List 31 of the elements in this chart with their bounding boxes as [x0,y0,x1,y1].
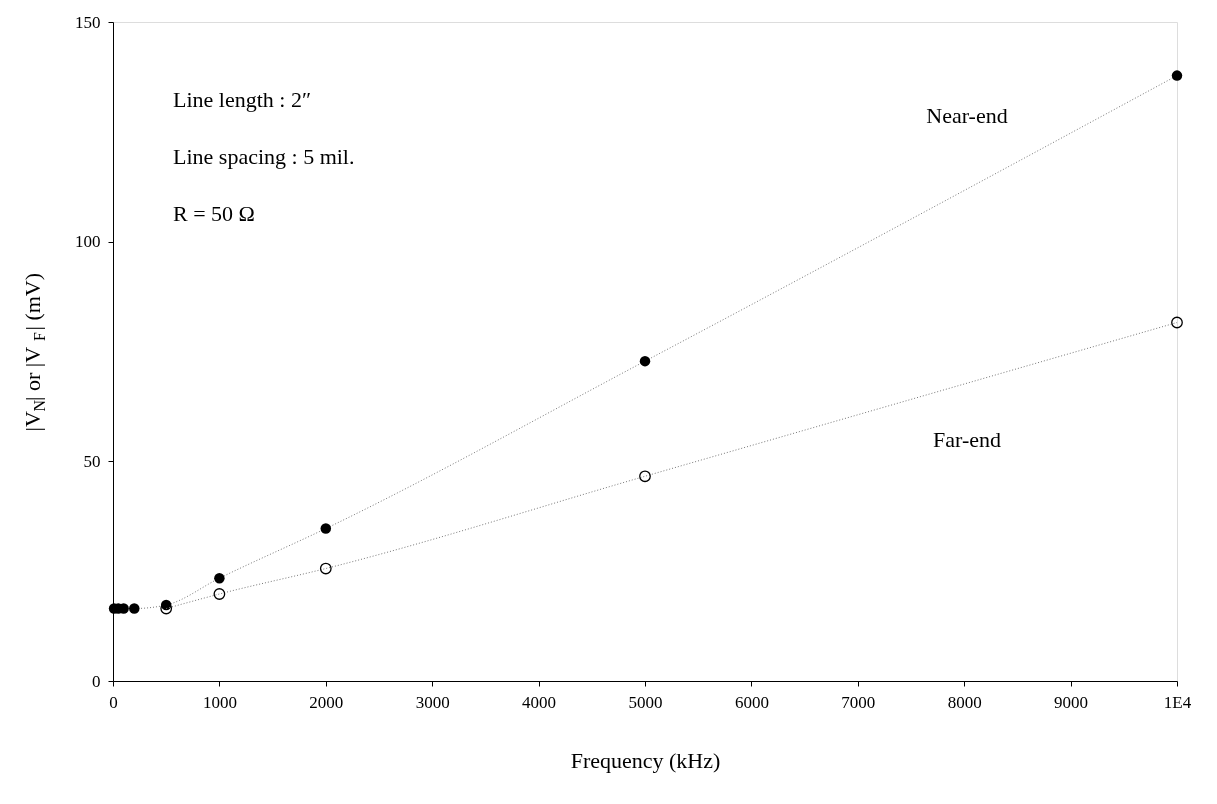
x-tick-label: 1000 [202,692,237,712]
x-tick-label: 6000 [734,692,769,712]
x-tick-label: 3000 [415,692,450,712]
point [129,603,140,614]
series-label: Far-end [933,426,1001,452]
x-axis-title: Frequency (kHz) [570,747,721,773]
x-tick-label: 8000 [947,692,982,712]
y-tick-label: 0 [92,671,101,691]
point [639,355,651,367]
y-tick-label: 150 [75,12,101,32]
y-tick-label: 50 [83,451,101,471]
point [214,572,225,584]
point [213,588,226,600]
annotation: R = 50 Ω [173,201,255,226]
annotation: Line length : 2″ [173,87,312,112]
point [1171,316,1183,329]
x-tick-label: 0 [109,692,118,712]
annotation: Line spacing : 5 mil. [173,144,355,169]
y-axis-title: |VN| or |VF| (mV) [20,272,48,432]
series-label: Near-end [926,102,1008,128]
point [319,562,332,575]
x-tick-label: 9000 [1054,692,1089,712]
y-tick-label: 100 [75,232,101,252]
point [639,470,651,483]
x-tick-label: 1E4 [1163,692,1192,712]
x-tick-label: 2000 [309,692,344,712]
x-tick-label: 7000 [841,692,876,712]
x-tick-label: 5000 [628,692,663,712]
point [1171,70,1183,81]
point [320,523,332,534]
x-tick-label: 4000 [522,692,557,712]
